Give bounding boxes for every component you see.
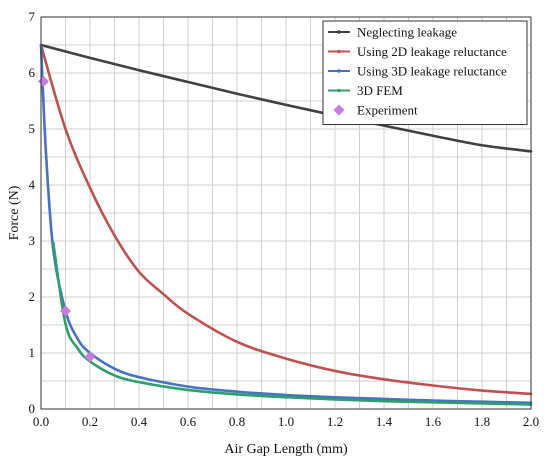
y-tick-label: 0: [29, 401, 36, 416]
series-line: [39, 43, 533, 396]
x-tick-label: 1.6: [425, 414, 442, 429]
experiment-point: [60, 305, 71, 317]
legend-label: Using 2D leakage reluctance: [357, 44, 507, 59]
series-3: [51, 241, 533, 406]
series-line: [51, 241, 533, 406]
series-1: [39, 43, 533, 396]
x-tick-label: 0.2: [82, 414, 98, 429]
legend-label: Neglecting leakage: [357, 25, 457, 40]
x-tick-label: 2.0: [523, 414, 539, 429]
y-tick-label: 3: [29, 233, 36, 248]
legend-label: 3D FEM: [357, 83, 403, 98]
legend: Neglecting leakage Using 2D leakage reluc…: [322, 20, 528, 125]
legend-label: Experiment: [357, 103, 418, 118]
x-tick-label: 1.0: [278, 414, 294, 429]
legend-item: 3D FEM: [328, 83, 403, 98]
y-tick-label: 6: [29, 65, 36, 80]
legend-label: Using 3D leakage reluctance: [357, 64, 507, 79]
legend-box: [322, 20, 528, 125]
x-tick-label: 0.4: [131, 414, 148, 429]
x-axis-label: Air Gap Length (mm): [224, 442, 348, 457]
legend-marker: [337, 30, 341, 34]
legend-item: Using 2D leakage reluctance: [328, 44, 507, 59]
x-tick-label: 0.0: [33, 414, 49, 429]
x-tick-label: 1.4: [376, 414, 393, 429]
x-tick-label: 0.8: [229, 414, 245, 429]
series-0: [39, 43, 533, 153]
legend-item: Neglecting leakage: [328, 25, 457, 40]
legend-marker: [337, 49, 341, 54]
tick-labels: 0.0 0.2 0.4 0.6 0.8 1.0 1.2 1.4 1.6 1.8 2.0 0 1 2 3 4 5 6…: [29, 9, 540, 429]
x-tick-label: 0.6: [180, 414, 197, 429]
y-tick-label: 7: [29, 9, 36, 24]
series-layer: [37, 43, 533, 406]
x-tick-label: 1.2: [327, 414, 343, 429]
legend-swatch: [333, 104, 345, 116]
y-tick-label: 5: [29, 121, 36, 136]
experiment-point: [84, 351, 96, 363]
legend-item: Using 3D leakage reluctance: [328, 64, 507, 79]
legend-marker: [337, 69, 341, 73]
x-tick-label: 1.8: [474, 414, 490, 429]
y-tick-label: 4: [29, 177, 36, 192]
plot-frame: [40, 16, 532, 410]
y-axis-label: Force (N): [7, 185, 22, 240]
legend-marker: [337, 88, 341, 93]
legend-item: Experiment: [333, 103, 418, 118]
series-line: [39, 43, 533, 153]
y-tick-label: 1: [29, 345, 36, 360]
axes: [40, 16, 532, 410]
y-tick-label: 2: [29, 289, 36, 304]
